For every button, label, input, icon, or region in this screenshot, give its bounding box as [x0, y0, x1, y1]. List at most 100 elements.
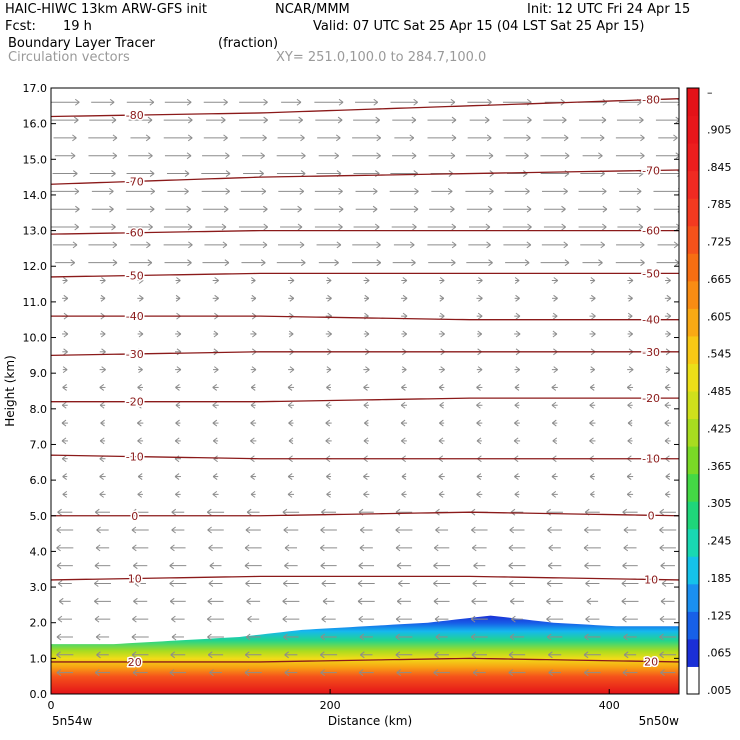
wind-vector — [130, 241, 151, 249]
wind-vector — [551, 366, 558, 374]
wind-vector — [514, 401, 520, 409]
wind-vector — [627, 277, 634, 284]
wind-vector — [209, 669, 222, 677]
colorbar-label: .725 — [707, 236, 732, 249]
wind-vector — [283, 633, 299, 641]
wind-vector — [213, 330, 219, 338]
wind-vector — [175, 366, 182, 374]
wind-vector — [433, 562, 451, 570]
contour-label: -10 — [642, 453, 660, 466]
valid-time: Valid: 07 UTC Sat 25 Apr 15 (04 LST Sat … — [313, 19, 645, 34]
wind-vector — [242, 152, 265, 160]
wind-vector — [659, 526, 677, 534]
wind-vector — [392, 152, 417, 160]
wind-vector — [325, 419, 332, 427]
x-end-location: 5n50w — [639, 714, 680, 728]
wind-vector — [326, 277, 332, 284]
wind-vector — [665, 473, 671, 480]
wind-vector — [128, 152, 153, 160]
wind-vector — [471, 597, 488, 605]
wind-vector — [55, 259, 76, 267]
wind-vector — [665, 366, 671, 374]
contour-label: -20 — [642, 392, 660, 405]
wind-vector — [99, 384, 106, 391]
colorbar-swatch — [687, 418, 699, 447]
wind-vector — [583, 651, 601, 659]
wind-vector — [659, 633, 677, 641]
wind-vector — [502, 223, 532, 231]
wind-vector — [51, 223, 79, 231]
wind-vector — [131, 651, 149, 659]
wind-vector — [363, 401, 369, 409]
y-tick-label: 2.0 — [30, 617, 48, 630]
y-tick-label: 16.0 — [23, 118, 48, 131]
wind-vector — [91, 187, 114, 195]
wind-vector — [282, 615, 300, 623]
wind-vector — [175, 419, 181, 427]
wind-vector — [134, 580, 146, 587]
wind-vector — [164, 259, 192, 267]
colorbar-swatch — [687, 335, 699, 364]
wind-vector — [360, 651, 373, 659]
wind-vector — [659, 544, 676, 552]
wind-vector — [664, 419, 671, 427]
wind-vector — [547, 526, 563, 534]
wind-vector — [212, 384, 219, 391]
y-tick-label: 4.0 — [30, 545, 48, 558]
wind-vector — [51, 116, 79, 124]
wind-vector — [247, 615, 260, 623]
wind-vector — [88, 134, 118, 142]
wind-vector — [514, 384, 520, 391]
wind-vector — [250, 330, 257, 338]
wind-vector — [433, 544, 450, 552]
wind-vector — [580, 241, 606, 249]
init-time: Init: 12 UTC Fri 24 Apr 15 — [527, 2, 691, 17]
wind-vector — [401, 490, 407, 498]
wind-vector — [201, 187, 230, 195]
wind-vector — [392, 259, 416, 267]
org-label: NCAR/MMM — [275, 2, 350, 17]
wind-vector — [61, 419, 68, 427]
wind-vector — [589, 401, 596, 409]
wind-vector — [358, 615, 375, 623]
wind-vector — [551, 490, 558, 498]
wind-vector — [590, 490, 595, 498]
wind-vector — [469, 116, 490, 124]
vector-label: Circulation vectors — [8, 50, 130, 65]
wind-vector — [476, 490, 483, 498]
y-tick-label: 7.0 — [30, 438, 48, 451]
wind-vector — [205, 223, 227, 231]
wind-vector — [621, 597, 639, 605]
wind-vector — [355, 98, 379, 106]
y-tick-label: 17.0 — [23, 82, 48, 95]
wind-vector — [202, 152, 230, 160]
colorbar-swatch — [687, 253, 699, 282]
wind-vector — [244, 669, 262, 677]
wind-vector — [659, 651, 677, 659]
wind-vector — [502, 116, 532, 124]
wind-vector — [244, 651, 262, 659]
wind-vector — [438, 366, 445, 374]
wind-vector — [389, 187, 419, 195]
colorbar-label: .905 — [707, 123, 732, 136]
wind-vector — [578, 116, 607, 124]
wind-vector — [664, 312, 672, 320]
wind-vector — [52, 241, 78, 249]
wind-vector — [395, 526, 413, 534]
wind-vector — [202, 259, 230, 267]
y-tick-label: 14.0 — [23, 189, 48, 202]
wind-vector — [284, 669, 298, 677]
wind-vector — [276, 259, 306, 267]
contour-label: -50 — [126, 270, 144, 283]
wind-vector — [428, 98, 456, 106]
field-units: (fraction) — [218, 36, 279, 51]
temperature-contour — [51, 454, 679, 460]
wind-vector — [583, 544, 601, 552]
wind-vector — [358, 562, 375, 570]
wind-vector — [626, 384, 634, 391]
wind-vector — [615, 259, 645, 267]
wind-vector — [91, 205, 114, 213]
wind-vector — [433, 597, 450, 605]
wind-vector — [363, 277, 370, 284]
wind-vector — [175, 490, 181, 498]
